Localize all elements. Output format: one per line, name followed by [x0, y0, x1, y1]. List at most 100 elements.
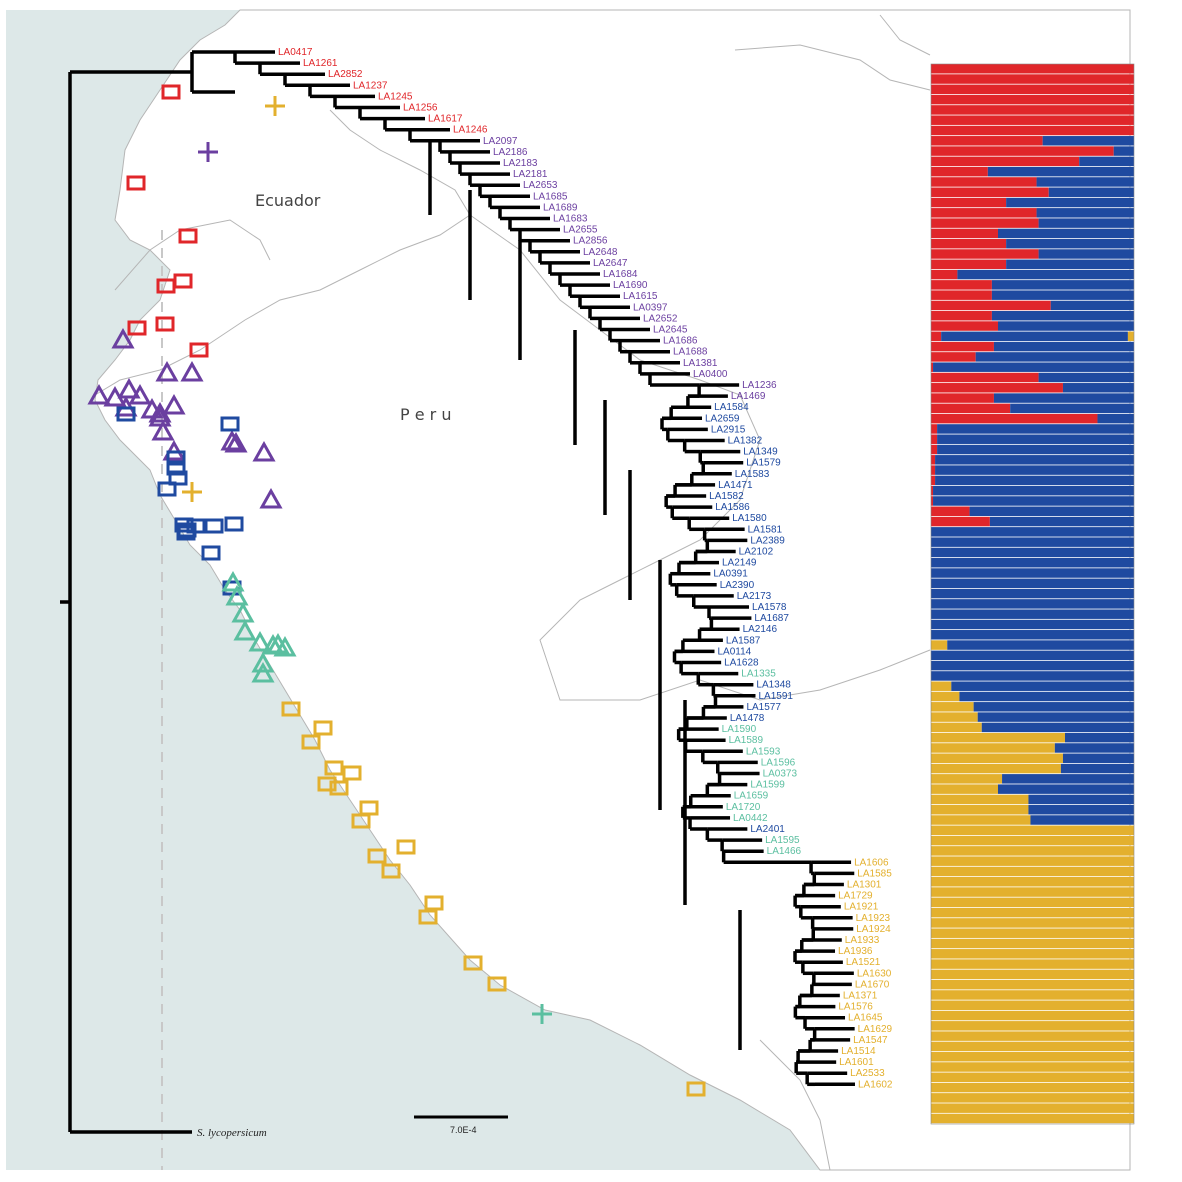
triangle-marker	[225, 584, 249, 606]
square-marker	[342, 765, 362, 781]
ancestry-bar-segment	[987, 166, 1134, 177]
tip-label: LA2645	[653, 325, 688, 336]
square-marker	[178, 228, 198, 244]
tip-label: LA1593	[746, 746, 781, 757]
square-marker	[396, 839, 416, 855]
triangle-marker	[221, 570, 245, 592]
triangle-marker	[220, 429, 244, 451]
ancestry-bar-segment	[931, 1103, 1134, 1113]
ancestry-bar-segment	[931, 475, 936, 486]
tip-label: LA2533	[850, 1068, 885, 1079]
ancestry-bar-segment	[1028, 794, 1134, 805]
ancestry-bar-segment	[1036, 177, 1134, 187]
ancestry-bar-segment	[997, 784, 1134, 794]
square-marker	[351, 813, 371, 829]
tip-label: LA1924	[856, 924, 891, 935]
tip-label: LA2186	[493, 147, 528, 158]
tip-label: LA1688	[673, 347, 708, 358]
ancestry-bar-segment	[931, 959, 1134, 969]
tip-label: LA1670	[855, 979, 890, 990]
ancestry-bar-segment	[931, 712, 978, 722]
ancestry-bar-segment	[931, 1062, 1134, 1072]
tip-label: LA2389	[750, 535, 785, 546]
tip-label: LA0373	[763, 769, 798, 780]
phylogenetic-tree	[60, 50, 855, 1132]
triangle-marker	[162, 393, 186, 415]
ancestry-bar-segment	[931, 1010, 1134, 1021]
ancestry-bar-segment	[931, 84, 1134, 95]
ancestry-bar-segment	[933, 362, 1134, 372]
tip-label: LA2652	[643, 313, 678, 324]
ancestry-bar-segment	[931, 125, 1134, 136]
border-ecuador-peru	[94, 109, 471, 396]
tip-label: LA1587	[726, 635, 761, 646]
ancestry-bar-segment	[973, 702, 1134, 712]
triangle-marker	[248, 630, 272, 652]
ancestry-bar-segment	[931, 969, 1134, 980]
ancestry-bar-segment	[931, 166, 988, 177]
tip-label: LA1602	[858, 1079, 893, 1090]
tip-label: LA2856	[573, 236, 608, 247]
square-marker	[168, 470, 188, 486]
ancestry-bar-segment	[993, 393, 1134, 403]
tip-label: LA1382	[728, 436, 763, 447]
square-marker	[116, 406, 136, 422]
tip-label: LA2659	[705, 413, 740, 424]
tip-label: LA1615	[623, 291, 658, 302]
square-marker	[201, 545, 221, 561]
ancestry-bar-segment	[1028, 804, 1134, 815]
ancestry-bar-segment	[993, 341, 1134, 352]
ancestry-bar-segment	[931, 424, 938, 434]
ancestry-bar-segment	[931, 979, 1134, 990]
tip-label: LA2149	[722, 558, 757, 569]
ancestry-bar-segment	[931, 619, 1134, 630]
tip-label: LA1578	[752, 602, 787, 613]
square-marker	[204, 518, 224, 534]
ancestry-bar-segment	[931, 1072, 1134, 1083]
ancestry-bar-segment	[931, 835, 1134, 846]
tip-label: LA1581	[748, 524, 783, 535]
ancestry-bar-segment	[931, 496, 934, 506]
country-label-peru: P e r u	[400, 405, 451, 424]
ancestry-bar-segment	[935, 455, 1134, 465]
ancestry-bar-segment	[931, 691, 960, 702]
ancestry-bar-segment	[991, 280, 1134, 290]
tip-label: LA1583	[735, 469, 770, 480]
ancestry-bar-segment	[991, 290, 1134, 300]
ancestry-bar-segment	[931, 1113, 1134, 1124]
triangle-marker	[155, 360, 179, 382]
ancestry-bar-segment	[997, 228, 1134, 239]
square-marker	[161, 84, 181, 100]
ancestry-bar-segment	[931, 732, 1065, 743]
ancestry-bar-segment	[1010, 403, 1134, 414]
ancestry-bar-segment	[931, 280, 992, 290]
ancestry-bar-segment	[931, 187, 1049, 197]
border-colombia-brazil	[734, 14, 931, 91]
tip-label: LA1301	[847, 880, 882, 891]
triangle-marker	[266, 632, 290, 654]
tip-label: LA1617	[428, 114, 463, 125]
cross-marker	[265, 96, 285, 116]
square-marker	[463, 955, 483, 971]
ancestry-bar-segment	[941, 331, 1128, 342]
ancestry-bar-segment	[931, 702, 974, 712]
sample-markers	[87, 84, 706, 1097]
ancestry-bar-segment	[1006, 238, 1134, 249]
ancestry-bar-segment	[937, 444, 1134, 455]
cross-marker	[198, 142, 218, 162]
square-marker	[224, 516, 244, 532]
tip-label: LA1236	[742, 380, 777, 391]
square-marker	[189, 342, 209, 358]
tip-label: LA1261	[303, 58, 338, 69]
tip-label: LA1690	[613, 280, 648, 291]
ancestry-bar-segment	[931, 1093, 1134, 1103]
tip-label: LA2173	[737, 591, 772, 602]
ancestry-bar-segment	[957, 269, 1134, 280]
triangle-marker	[251, 661, 275, 683]
tip-label: LA1348	[756, 680, 791, 691]
tip-label: LA1577	[746, 702, 781, 713]
tip-label: LA1371	[843, 991, 878, 1002]
ancestry-bar-segment	[931, 547, 1134, 558]
square-marker	[157, 481, 177, 497]
